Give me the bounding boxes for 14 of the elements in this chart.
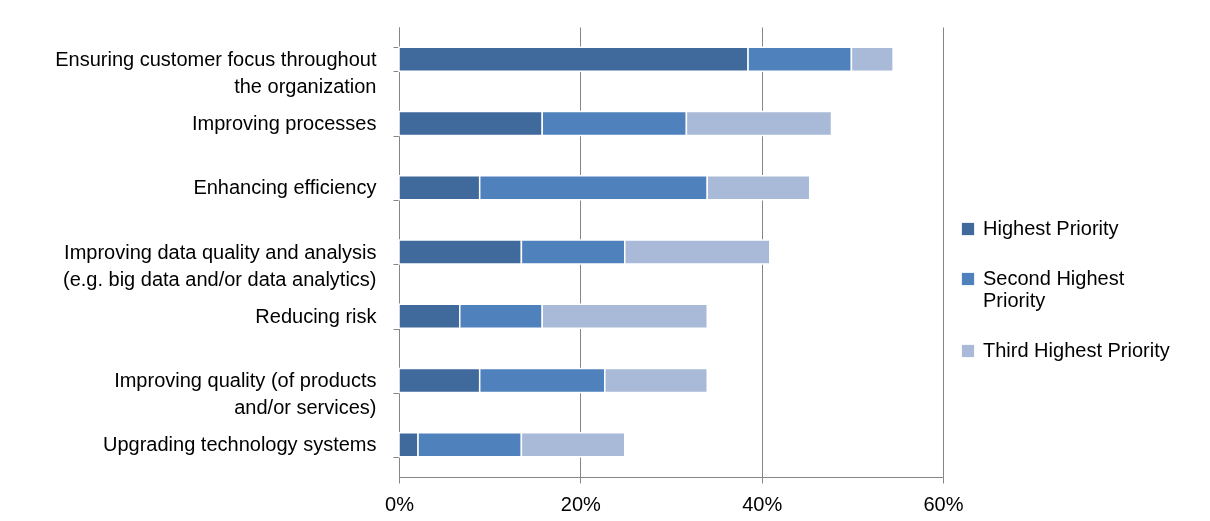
legend-label: Second Highest Priority [983,267,1125,311]
x-tick-label: 0% [385,492,415,515]
legend-label: Highest Priority [983,217,1119,239]
y-tick-label: Reducing risk [255,304,378,327]
y-tick-label: Enhancing efficiency [193,176,377,199]
legend-label: Third Highest Priority [983,339,1170,361]
x-tick-label: 40% [742,492,783,515]
x-tick-label: 60% [923,492,964,515]
y-tick-label: Improving quality (of products and/or services) [114,369,377,419]
y-tick-label: Ensuring customer focus throughout the organization [55,47,377,97]
y-tick-label: Improving data quality and analysis (e.g. big data and/or data analytics) [62,240,377,290]
y-tick-label: Upgrading technology systems [103,433,377,456]
y-tick-label: Improving processes [191,111,377,134]
x-tick-label: 20% [560,492,602,515]
